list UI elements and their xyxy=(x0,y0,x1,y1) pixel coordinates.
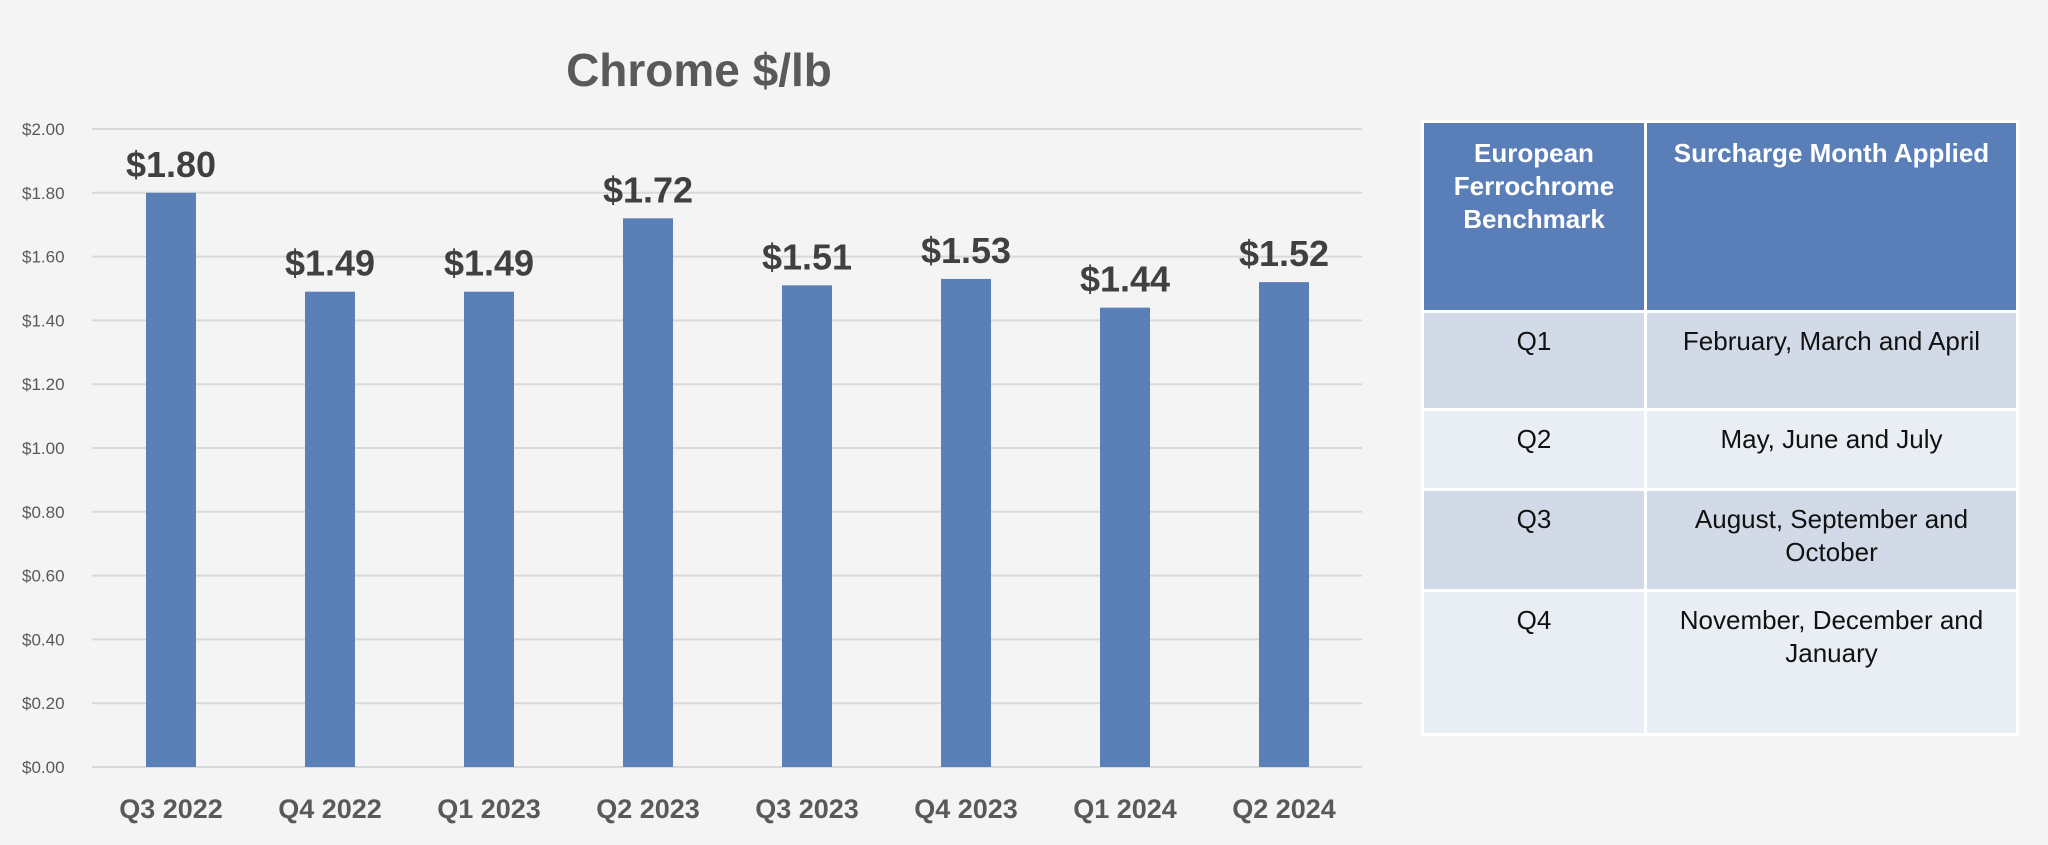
quarter-cell: Q3 xyxy=(1421,488,1647,592)
header-surcharge-month: Surcharge Month Applied xyxy=(1644,120,2019,313)
table-row: Q3 August, September and October xyxy=(1421,488,2019,592)
bar xyxy=(1259,282,1309,767)
chart-title: Chrome $/lb xyxy=(566,44,832,96)
x-tick-label: Q4 2022 xyxy=(278,794,382,824)
quarter-cell: Q4 xyxy=(1421,589,1647,736)
data-label: $1.52 xyxy=(1239,233,1329,274)
bar xyxy=(146,192,196,768)
x-tick-label: Q1 2024 xyxy=(1073,794,1177,824)
y-tick-label: $0.80 xyxy=(22,503,65,522)
y-tick-label: $1.00 xyxy=(22,439,65,458)
data-label: $1.49 xyxy=(285,243,375,284)
quarter-cell: Q2 xyxy=(1421,408,1647,491)
x-tick-label: Q3 2023 xyxy=(755,794,859,824)
data-label: $1.51 xyxy=(762,236,852,277)
y-tick-label: $1.20 xyxy=(22,375,65,394)
y-tick-label: $2.00 xyxy=(22,120,65,139)
table-row: Q2 May, June and July xyxy=(1421,408,2019,491)
data-label: $1.72 xyxy=(603,169,693,210)
table-row: Q4 November, December and January xyxy=(1421,589,2019,736)
bar xyxy=(623,218,673,767)
bar xyxy=(1100,307,1150,767)
y-tick-label: $0.60 xyxy=(22,567,65,586)
bar xyxy=(464,291,514,767)
table-row: Q1 February, March and April xyxy=(1421,310,2019,411)
y-tick-label: $0.40 xyxy=(22,630,65,649)
x-tick-label: Q2 2023 xyxy=(596,794,700,824)
bar-chart: Chrome $/lb $0.00 $0.20 $0.40 $0.60 $0.80 $1.… xyxy=(22,44,1362,824)
header-benchmark: European Ferrochrome Benchmark xyxy=(1421,120,1647,313)
surcharge-table: European Ferrochrome Benchmark Surcharge… xyxy=(1421,120,2019,736)
months-cell: August, September and October xyxy=(1644,488,2019,592)
months-cell: February, March and April xyxy=(1644,310,2019,411)
table-header-row: European Ferrochrome Benchmark Surcharge… xyxy=(1421,120,2019,313)
y-tick-label: $0.00 xyxy=(22,758,65,777)
x-tick-label: Q2 2024 xyxy=(1232,794,1336,824)
y-tick-label: $0.20 xyxy=(22,694,65,713)
x-tick-label: Q4 2023 xyxy=(914,794,1018,824)
months-cell: May, June and July xyxy=(1644,408,2019,491)
data-label: $1.80 xyxy=(126,144,216,185)
x-tick-label: Q3 2022 xyxy=(119,794,223,824)
y-tick-label: $1.40 xyxy=(22,311,65,330)
data-label: $1.49 xyxy=(444,243,534,284)
quarter-cell: Q1 xyxy=(1421,310,1647,411)
y-tick-label: $1.80 xyxy=(22,184,65,203)
bar xyxy=(782,285,832,767)
months-cell: November, December and January xyxy=(1644,589,2019,736)
data-label: $1.53 xyxy=(921,230,1011,271)
data-label: $1.44 xyxy=(1080,259,1170,300)
bar xyxy=(941,278,991,767)
bar xyxy=(305,291,355,767)
y-tick-label: $1.60 xyxy=(22,248,65,267)
x-tick-label: Q1 2023 xyxy=(437,794,541,824)
